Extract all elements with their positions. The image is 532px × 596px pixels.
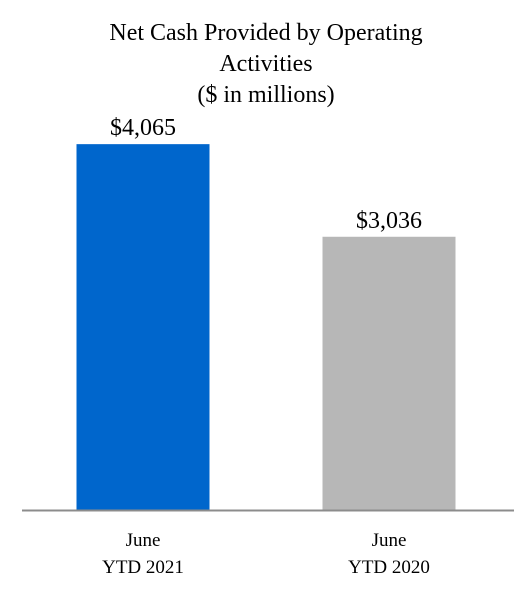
x-tick-label-1-line-2: YTD 2021 <box>102 557 184 578</box>
bars-group <box>76 144 456 510</box>
x-tick-label-2-line-1: June <box>372 530 407 551</box>
x-tick-label-2-line-2: YTD 2020 <box>348 557 430 578</box>
bar-2 <box>322 236 456 510</box>
data-label-1: $4,065 <box>110 115 176 141</box>
bar-1 <box>76 144 210 510</box>
chart-title-line-2: Activities <box>219 51 313 77</box>
x-tick-label-1: June YTD 2021 <box>102 530 184 578</box>
x-tick-labels-group: June YTD 2021 June YTD 2020 <box>102 530 430 578</box>
data-label-2: $3,036 <box>356 208 422 234</box>
x-tick-label-1-line-1: June <box>126 530 161 551</box>
data-labels-group: $4,065 $3,036 <box>110 115 422 234</box>
x-tick-label-2: June YTD 2020 <box>348 530 430 578</box>
chart-title-line-3: ($ in millions) <box>197 82 335 108</box>
chart-title-line-1: Net Cash Provided by Operating <box>109 20 423 46</box>
chart-title: Net Cash Provided by Operating Activitie… <box>0 18 532 111</box>
